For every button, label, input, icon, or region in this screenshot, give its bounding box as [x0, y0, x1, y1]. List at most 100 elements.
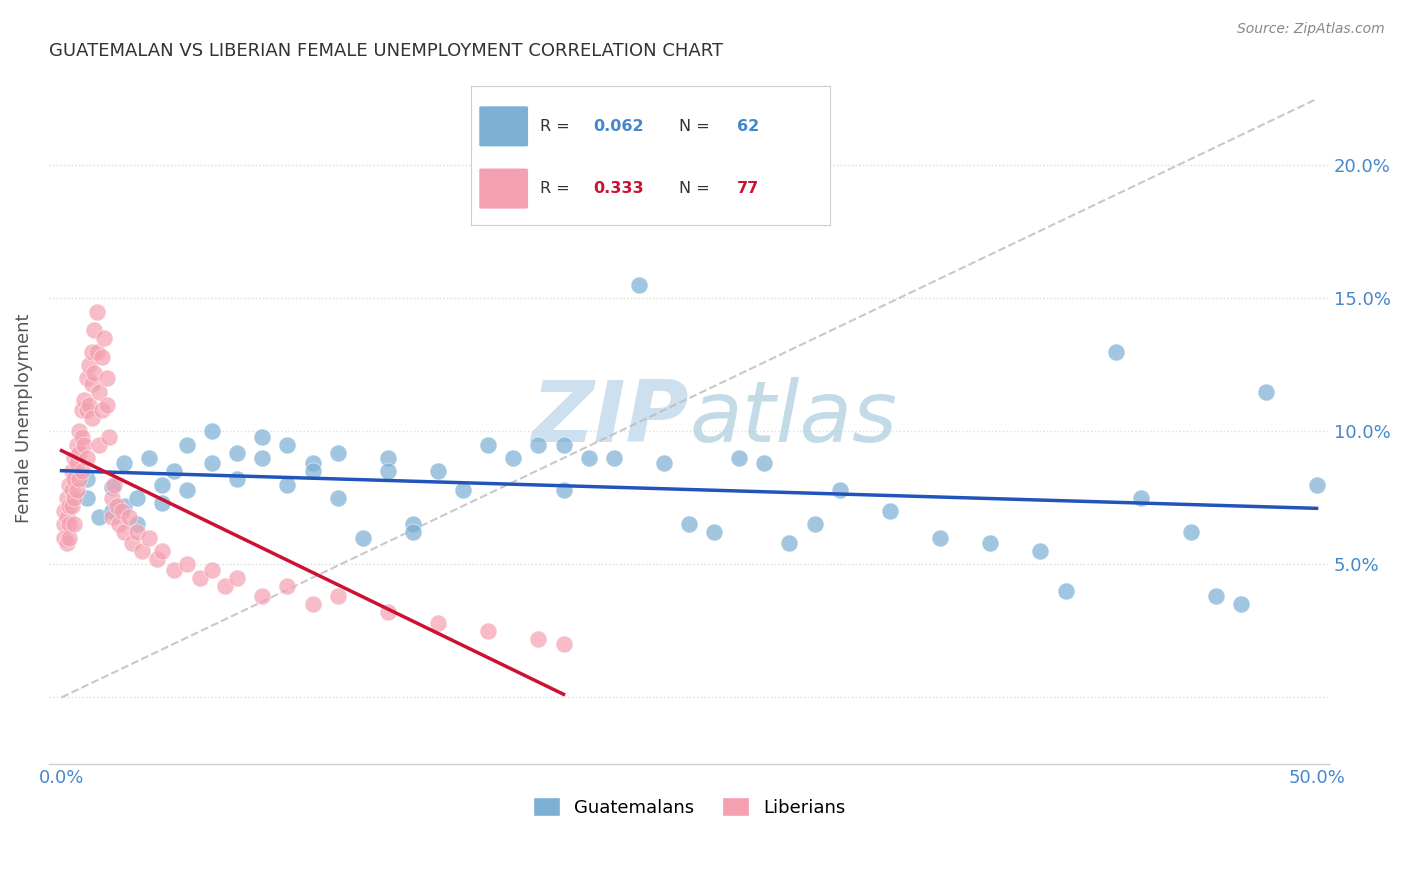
Point	[929, 531, 952, 545]
Point	[214, 579, 236, 593]
Point	[63, 491, 86, 505]
Point	[63, 450, 86, 465]
Point	[76, 403, 98, 417]
Point	[1054, 584, 1077, 599]
Point	[1129, 491, 1152, 505]
Point	[803, 517, 825, 532]
Point	[89, 384, 111, 399]
Point	[73, 438, 96, 452]
Point	[879, 504, 901, 518]
Point	[402, 517, 425, 532]
Point	[527, 438, 550, 452]
Point	[163, 563, 186, 577]
Point	[150, 477, 173, 491]
Point	[301, 464, 323, 478]
Point	[138, 450, 160, 465]
Point	[53, 517, 76, 532]
Point	[53, 531, 76, 545]
Point	[121, 536, 143, 550]
Text: GUATEMALAN VS LIBERIAN FEMALE UNEMPLOYMENT CORRELATION CHART: GUATEMALAN VS LIBERIAN FEMALE UNEMPLOYME…	[49, 42, 723, 60]
Point	[146, 552, 169, 566]
Point	[65, 438, 87, 452]
Point	[77, 358, 100, 372]
Point	[138, 531, 160, 545]
Point	[80, 411, 103, 425]
Point	[553, 637, 575, 651]
Point	[150, 544, 173, 558]
Point	[58, 531, 80, 545]
Point	[63, 517, 86, 532]
Point	[1305, 477, 1327, 491]
Point	[150, 496, 173, 510]
Point	[53, 504, 76, 518]
Point	[60, 464, 83, 478]
Point	[502, 450, 524, 465]
Point	[1105, 344, 1128, 359]
Point	[326, 491, 349, 505]
Point	[83, 323, 105, 337]
Point	[276, 438, 298, 452]
Point	[979, 536, 1001, 550]
Point	[527, 632, 550, 646]
Point	[112, 525, 135, 540]
Point	[377, 464, 399, 478]
Point	[76, 371, 98, 385]
Point	[226, 571, 249, 585]
Point	[65, 483, 87, 497]
Point	[226, 472, 249, 486]
Point	[65, 456, 87, 470]
Point	[90, 403, 112, 417]
Point	[1029, 544, 1052, 558]
Point	[553, 438, 575, 452]
Legend: Guatemalans, Liberians: Guatemalans, Liberians	[526, 790, 852, 824]
Point	[111, 504, 134, 518]
Point	[1180, 525, 1202, 540]
Point	[89, 438, 111, 452]
Point	[1230, 597, 1253, 611]
Point	[477, 438, 499, 452]
Point	[58, 477, 80, 491]
Point	[778, 536, 800, 550]
Point	[201, 425, 224, 439]
Point	[1256, 384, 1278, 399]
Point	[112, 499, 135, 513]
Point	[603, 450, 626, 465]
Point	[276, 477, 298, 491]
Point	[100, 504, 122, 518]
Point	[93, 331, 115, 345]
Point	[67, 446, 90, 460]
Point	[108, 517, 131, 532]
Point	[477, 624, 499, 638]
Point	[402, 525, 425, 540]
Point	[112, 456, 135, 470]
Point	[118, 509, 141, 524]
Point	[96, 371, 118, 385]
Point	[58, 517, 80, 532]
Point	[86, 305, 108, 319]
Text: Source: ZipAtlas.com: Source: ZipAtlas.com	[1237, 22, 1385, 37]
Point	[301, 456, 323, 470]
Point	[80, 344, 103, 359]
Point	[176, 438, 198, 452]
Point	[60, 483, 83, 497]
Point	[100, 491, 122, 505]
Point	[678, 517, 700, 532]
Point	[100, 480, 122, 494]
Point	[60, 499, 83, 513]
Point	[70, 430, 93, 444]
Point	[55, 536, 77, 550]
Point	[828, 483, 851, 497]
Point	[131, 544, 153, 558]
Point	[326, 589, 349, 603]
Point	[627, 278, 650, 293]
Point	[451, 483, 474, 497]
Point	[188, 571, 211, 585]
Point	[100, 509, 122, 524]
Point	[728, 450, 751, 465]
Point	[553, 483, 575, 497]
Point	[58, 499, 80, 513]
Point	[76, 472, 98, 486]
Point	[55, 491, 77, 505]
Point	[55, 509, 77, 524]
Point	[96, 398, 118, 412]
